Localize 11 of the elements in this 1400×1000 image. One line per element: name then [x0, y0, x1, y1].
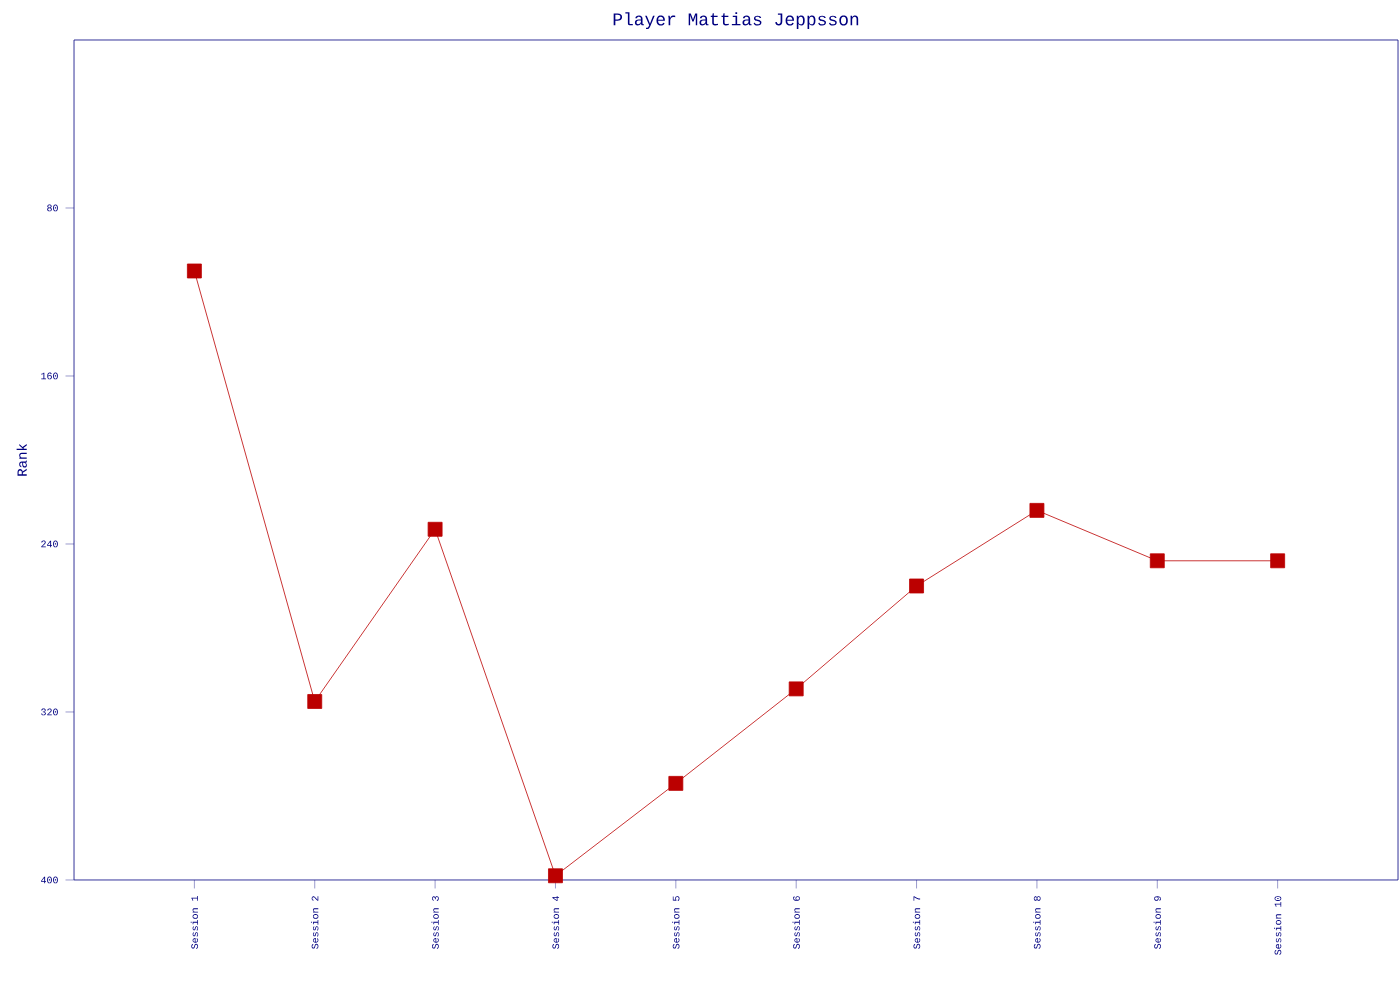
- point: [1270, 553, 1286, 569]
- point: [307, 694, 323, 709]
- point: [668, 775, 684, 791]
- chart-title: Player Mattias Jeppsson: [613, 12, 859, 29]
- point: [427, 521, 443, 537]
- point: [548, 868, 563, 884]
- point: [186, 263, 202, 279]
- point: [1029, 502, 1045, 518]
- point: [909, 578, 924, 594]
- point: [788, 681, 804, 697]
- point: [1149, 553, 1165, 569]
